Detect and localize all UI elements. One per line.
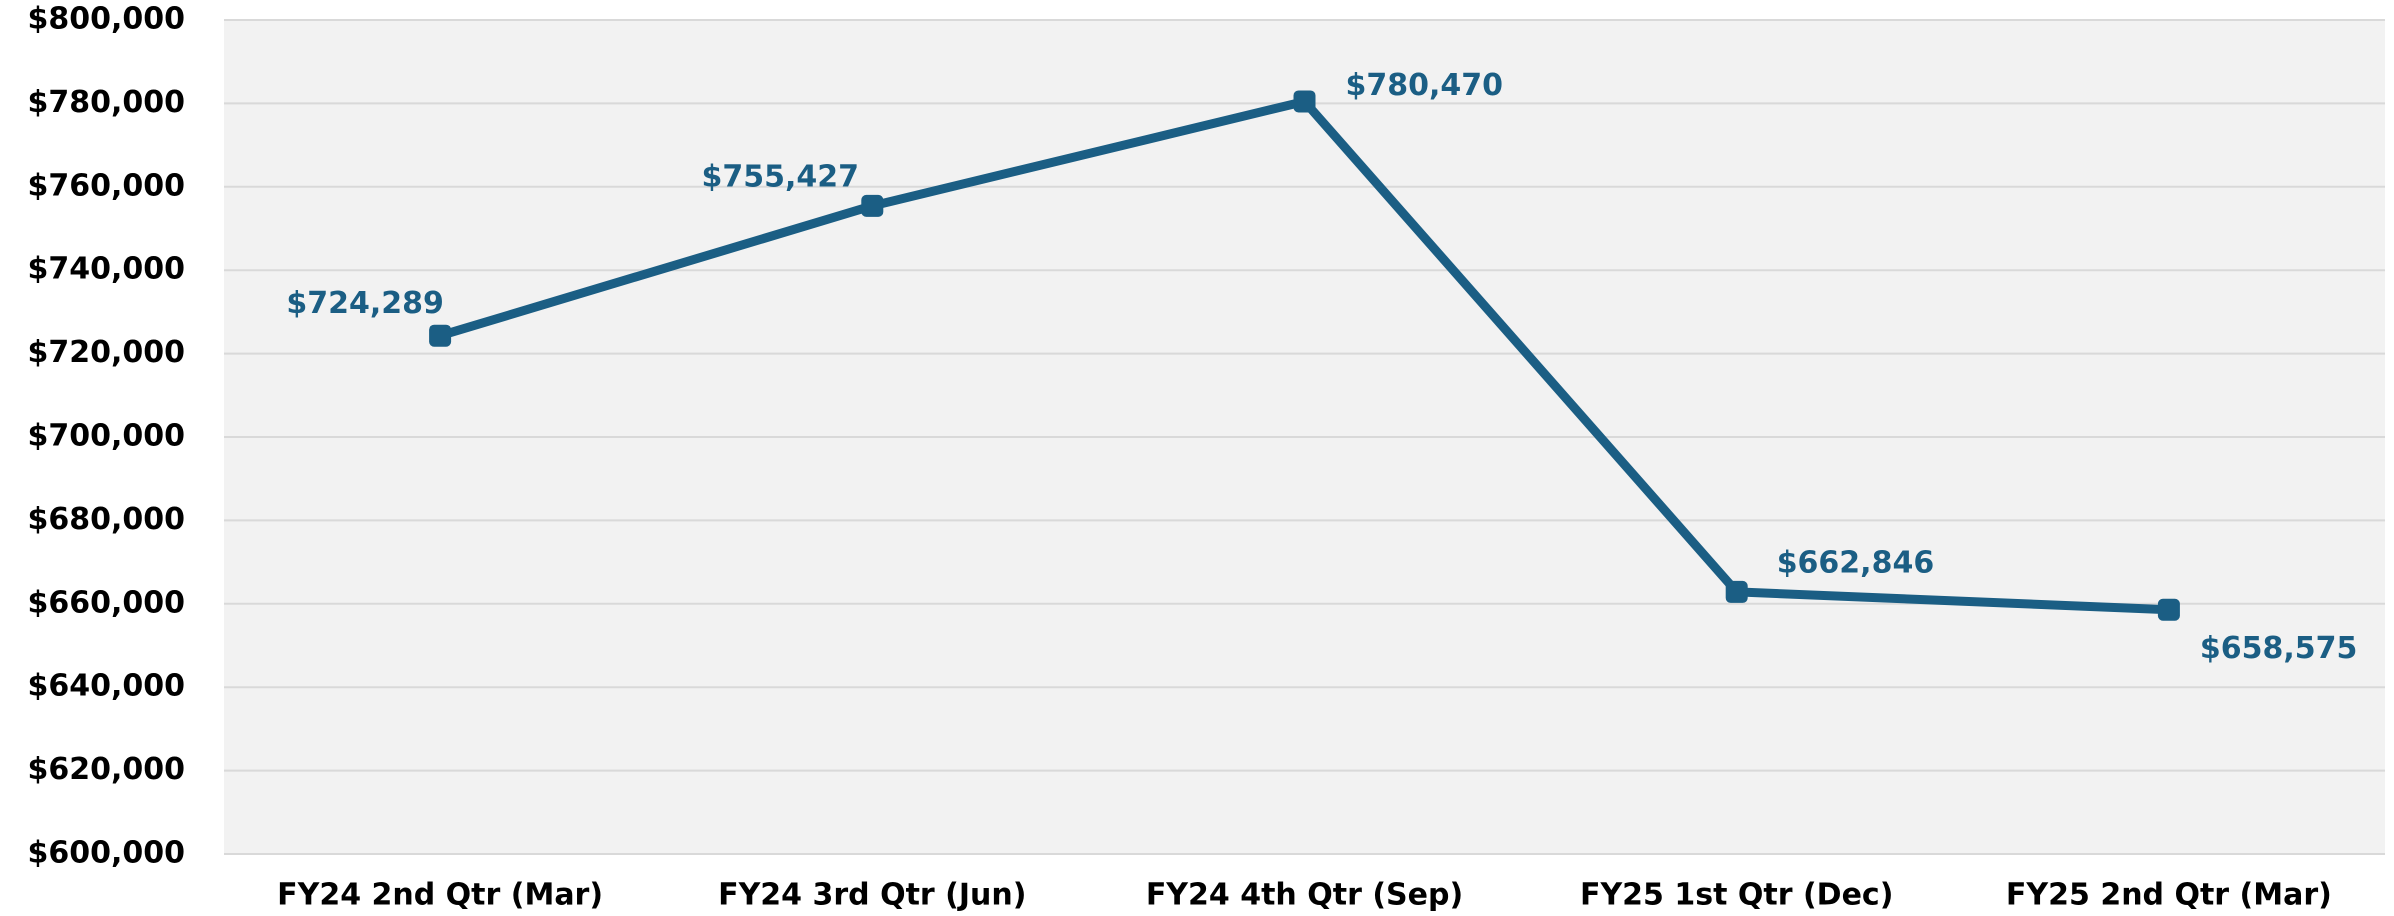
x-tick-label: FY24 4th Qtr (Sep) (1146, 878, 1463, 913)
y-tick-label: $620,000 (27, 752, 185, 787)
data-label: $755,427 (702, 159, 860, 194)
x-tick-label: FY24 2nd Qtr (Mar) (277, 878, 603, 913)
y-tick-label: $760,000 (27, 168, 185, 203)
x-tick-label: FY25 2nd Qtr (Mar) (2006, 878, 2332, 913)
y-tick-label: $720,000 (27, 335, 185, 370)
marker (429, 324, 452, 347)
marker (1725, 580, 1748, 603)
y-tick-label: $640,000 (27, 669, 185, 704)
y-tick-label: $780,000 (27, 85, 185, 120)
marker (2157, 598, 2180, 621)
data-label: $658,575 (2200, 631, 2358, 666)
marker (1293, 90, 1316, 113)
x-tick-label: FY25 1st Qtr (Dec) (1580, 878, 1893, 913)
y-tick-label: $680,000 (27, 502, 185, 537)
y-tick-label: $660,000 (27, 585, 185, 620)
x-tick-label: FY24 3rd Qtr (Jun) (718, 878, 1026, 913)
y-tick-label: $600,000 (27, 836, 185, 871)
y-tick-label: $740,000 (27, 252, 185, 287)
data-label: $724,289 (286, 286, 444, 321)
y-tick-label: $800,000 (27, 2, 185, 37)
marker (861, 194, 884, 217)
data-label: $662,846 (1777, 545, 1935, 580)
data-label: $780,470 (1346, 68, 1504, 103)
y-tick-label: $700,000 (27, 419, 185, 454)
